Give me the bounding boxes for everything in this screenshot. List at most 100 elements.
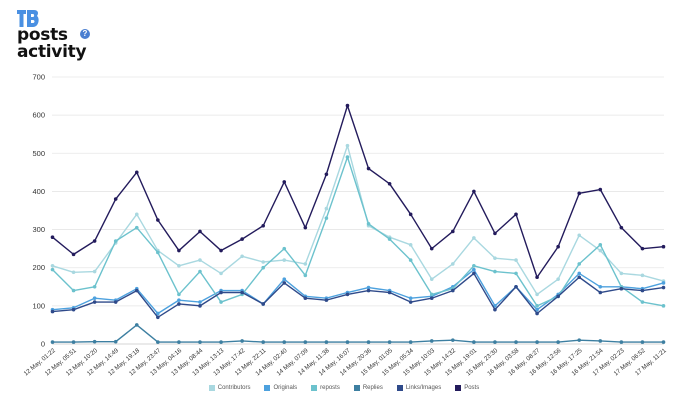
- data-point: [92, 284, 97, 289]
- legend-item[interactable]: Contributors: [208, 385, 251, 391]
- data-point: [345, 340, 350, 344]
- title-line-activity: activity: [17, 42, 87, 62]
- data-point: [556, 294, 560, 299]
- data-point: [387, 290, 392, 295]
- legend-label: Links/Images: [405, 385, 442, 391]
- data-point: [472, 264, 476, 268]
- data-point: [640, 300, 645, 304]
- legend-swatch: [311, 385, 318, 391]
- data-point: [219, 290, 223, 295]
- data-point: [156, 340, 160, 344]
- data-point: [345, 155, 350, 159]
- data-point: [198, 269, 202, 274]
- data-point: [451, 288, 455, 293]
- data-point: [50, 264, 55, 268]
- data-point: [324, 298, 329, 302]
- data-point: [240, 339, 244, 343]
- legend-swatch: [353, 385, 360, 391]
- legend-swatch: [455, 385, 462, 391]
- data-point: [577, 262, 582, 266]
- data-point: [598, 243, 603, 247]
- data-point: [261, 265, 265, 270]
- data-point: [219, 340, 223, 344]
- data-point: [134, 323, 139, 327]
- series-line: [52, 144, 664, 296]
- legend-label: Posts: [464, 385, 480, 391]
- data-point: [514, 258, 518, 262]
- legend-label: Originals: [273, 385, 298, 391]
- data-point: [387, 340, 392, 344]
- data-point: [366, 340, 371, 344]
- data-point: [303, 225, 308, 230]
- data-point: [472, 267, 476, 272]
- data-point: [514, 284, 518, 289]
- data-point: [408, 300, 413, 304]
- data-point: [345, 292, 350, 297]
- legend-label: Contributors: [217, 385, 251, 391]
- legend-item[interactable]: Posts: [455, 385, 479, 391]
- data-point: [198, 340, 202, 344]
- data-point: [113, 339, 118, 344]
- data-point: [50, 340, 55, 344]
- data-point: [556, 244, 560, 249]
- data-point: [451, 338, 455, 342]
- series-layer: [50, 103, 666, 344]
- y-tick-label: 700: [32, 73, 45, 82]
- series-line: [52, 324, 664, 343]
- data-point: [472, 340, 476, 344]
- series-line: [52, 156, 664, 307]
- title-line-posts: posts: [17, 25, 68, 45]
- series-contributors: [50, 143, 666, 297]
- data-point: [71, 307, 76, 312]
- data-point: [345, 143, 350, 148]
- data-point: [366, 285, 371, 290]
- data-point: [156, 311, 160, 316]
- data-point: [282, 246, 287, 251]
- data-point: [156, 218, 160, 222]
- data-point: [282, 180, 287, 184]
- brand-logo-icon: [17, 10, 39, 27]
- data-point: [387, 237, 392, 241]
- y-tick-label: 200: [32, 263, 45, 272]
- data-point: [472, 236, 476, 240]
- legend-item[interactable]: Originals: [264, 385, 297, 391]
- data-point: [92, 339, 97, 344]
- series-links-images: [50, 271, 666, 320]
- data-point: [113, 239, 118, 243]
- data-point: [303, 273, 308, 278]
- data-point: [177, 340, 181, 344]
- series-reposts: [50, 155, 666, 308]
- data-point: [345, 103, 350, 108]
- legend-item[interactable]: Links/Images: [396, 385, 442, 391]
- legend-label: reposts: [320, 385, 340, 391]
- legend-label: Replies: [362, 385, 383, 391]
- legend-swatch: [264, 385, 271, 391]
- data-point: [92, 296, 97, 301]
- data-point: [451, 262, 455, 266]
- data-point: [535, 340, 539, 344]
- legend-item[interactable]: Replies: [353, 385, 383, 391]
- data-point: [177, 298, 181, 302]
- data-point: [493, 269, 497, 274]
- data-point: [219, 271, 223, 276]
- data-point: [429, 339, 434, 343]
- y-tick-label: 600: [32, 111, 45, 120]
- data-point: [240, 290, 244, 295]
- data-point: [198, 229, 202, 234]
- legend-swatch: [208, 385, 215, 391]
- data-point: [177, 248, 181, 253]
- data-point: [366, 222, 371, 226]
- data-point: [408, 340, 413, 344]
- question-icon[interactable]: ?: [80, 29, 90, 39]
- data-point: [92, 269, 97, 274]
- data-point: [472, 189, 476, 194]
- series-line: [52, 104, 664, 278]
- data-point: [493, 340, 497, 344]
- data-point: [598, 187, 603, 192]
- data-point: [577, 338, 582, 342]
- data-point: [640, 340, 645, 344]
- data-point: [261, 223, 265, 228]
- legend-item[interactable]: reposts: [311, 385, 340, 391]
- data-point: [408, 212, 413, 217]
